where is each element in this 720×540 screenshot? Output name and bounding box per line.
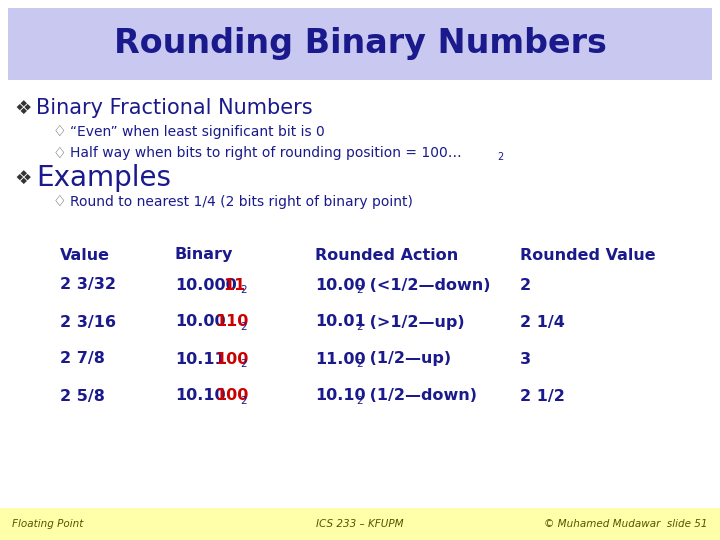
Text: 10.11: 10.11 xyxy=(175,352,225,367)
Text: ❖: ❖ xyxy=(14,98,32,118)
Text: ♢: ♢ xyxy=(52,125,66,139)
Text: Round to nearest 1/4 (2 bits right of binary point): Round to nearest 1/4 (2 bits right of bi… xyxy=(70,195,413,209)
Text: 11.00: 11.00 xyxy=(315,352,366,367)
Text: (1/2—down): (1/2—down) xyxy=(364,388,477,403)
Text: 2: 2 xyxy=(356,396,363,406)
Text: (>1/2—up): (>1/2—up) xyxy=(364,314,464,329)
Text: Binary Fractional Numbers: Binary Fractional Numbers xyxy=(36,98,312,118)
Text: 10.000: 10.000 xyxy=(175,278,237,293)
Text: 10.10: 10.10 xyxy=(175,388,225,403)
Text: 2: 2 xyxy=(240,396,247,406)
Text: 2: 2 xyxy=(356,322,363,332)
Text: 2 1/4: 2 1/4 xyxy=(520,314,565,329)
Text: 3: 3 xyxy=(520,352,531,367)
Text: 2 3/32: 2 3/32 xyxy=(60,278,116,293)
Text: 2: 2 xyxy=(356,359,363,369)
Text: Rounding Binary Numbers: Rounding Binary Numbers xyxy=(114,28,606,60)
Text: Binary: Binary xyxy=(175,247,233,262)
Text: 2: 2 xyxy=(240,285,247,295)
Text: Examples: Examples xyxy=(36,164,171,192)
Text: ♢: ♢ xyxy=(52,194,66,210)
Text: 2: 2 xyxy=(497,152,503,162)
Text: (1/2—up): (1/2—up) xyxy=(364,352,451,367)
Text: 2 3/16: 2 3/16 xyxy=(60,314,116,329)
Text: ♢: ♢ xyxy=(52,145,66,160)
Text: 2: 2 xyxy=(520,278,531,293)
Text: 110: 110 xyxy=(215,314,248,329)
Text: 2 7/8: 2 7/8 xyxy=(60,352,105,367)
Bar xyxy=(8,8,712,80)
Bar xyxy=(0,508,720,540)
Text: 2 5/8: 2 5/8 xyxy=(60,388,105,403)
Text: 100: 100 xyxy=(215,388,248,403)
Text: ❖: ❖ xyxy=(14,168,32,187)
Text: 11: 11 xyxy=(223,278,246,293)
Text: 10.10: 10.10 xyxy=(315,388,366,403)
Text: Floating Point: Floating Point xyxy=(12,519,84,529)
Text: 10.00: 10.00 xyxy=(175,314,225,329)
Text: “Even” when least significant bit is 0: “Even” when least significant bit is 0 xyxy=(70,125,325,139)
Text: 100: 100 xyxy=(215,352,248,367)
Text: 2: 2 xyxy=(356,285,363,295)
Text: 2: 2 xyxy=(240,359,247,369)
Text: 2: 2 xyxy=(240,322,247,332)
Text: 10.01: 10.01 xyxy=(315,314,366,329)
Text: Rounded Value: Rounded Value xyxy=(520,247,656,262)
Text: (<1/2—down): (<1/2—down) xyxy=(364,278,490,293)
Text: 10.00: 10.00 xyxy=(315,278,366,293)
Text: 2 1/2: 2 1/2 xyxy=(520,388,565,403)
Text: Half way when bits to right of rounding position = 100…: Half way when bits to right of rounding … xyxy=(70,146,462,160)
Text: Value: Value xyxy=(60,247,110,262)
Text: Rounded Action: Rounded Action xyxy=(315,247,458,262)
Text: © Muhamed Mudawar  slide 51: © Muhamed Mudawar slide 51 xyxy=(544,519,708,529)
Text: ICS 233 – KFUPM: ICS 233 – KFUPM xyxy=(316,519,404,529)
